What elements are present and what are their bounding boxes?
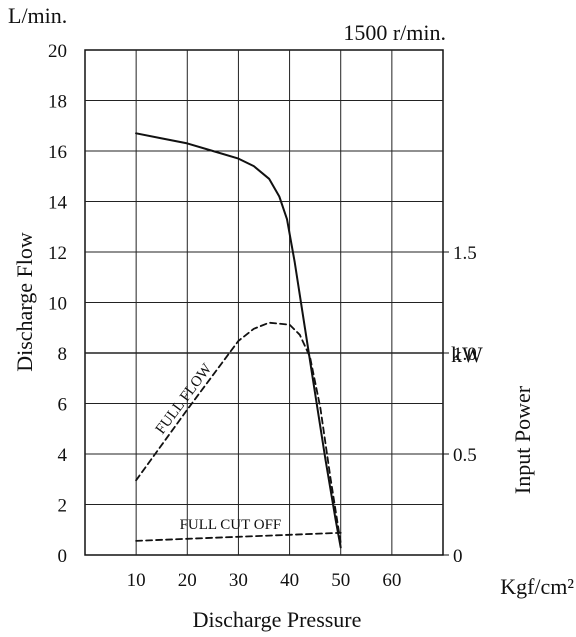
curve-label-full-flow: FULL FLOW bbox=[153, 360, 216, 437]
x-tick-label: 50 bbox=[331, 570, 350, 591]
text-layer: L/min. 1500 r/min. Discharge Flow kW Inp… bbox=[8, 3, 574, 632]
series-line-full-cut-off bbox=[135, 531, 342, 542]
tick-labels: 0 2 4 6 8 10 12 14 16 18 20 10 20 30 40 50 60 0 0.5 1.0 1.5 bbox=[48, 41, 477, 591]
curve-label-full-cut-off: FULL CUT OFF bbox=[180, 517, 282, 533]
y-tick-label: 10 bbox=[48, 294, 67, 315]
y2-tick-label: 1.0 bbox=[453, 344, 477, 365]
y-tick-label: 6 bbox=[58, 395, 68, 416]
y-tick-label: 0 bbox=[58, 546, 68, 567]
y-axis-title: Discharge Flow bbox=[12, 232, 37, 372]
y-unit-label: L/min. bbox=[8, 3, 67, 28]
grid bbox=[84, 49, 449, 556]
y-tick-label: 2 bbox=[58, 496, 68, 517]
speed-annotation: 1500 r/min. bbox=[343, 20, 446, 45]
y2-tick-label: 0 bbox=[453, 546, 463, 567]
y-tick-label: 20 bbox=[48, 41, 67, 62]
x-axis-title: Discharge Pressure bbox=[193, 607, 362, 632]
y-tick-label: 18 bbox=[48, 92, 67, 113]
x-tick-label: 10 bbox=[127, 570, 146, 591]
series-line-flow bbox=[135, 132, 342, 549]
y2-tick-label: 1.5 bbox=[453, 243, 477, 264]
y-tick-label: 16 bbox=[48, 142, 67, 163]
y2-axis-title: Input Power bbox=[510, 385, 535, 494]
y-tick-label: 12 bbox=[48, 243, 67, 264]
x-unit-label: Kgf/cm² bbox=[500, 574, 574, 599]
x-tick-label: 40 bbox=[280, 570, 299, 591]
x-tick-label: 30 bbox=[229, 570, 248, 591]
x-tick-label: 20 bbox=[178, 570, 197, 591]
x-tick-label: 60 bbox=[382, 570, 401, 591]
y-tick-label: 4 bbox=[58, 445, 68, 466]
y2-unit-label: kW bbox=[451, 342, 483, 367]
y-tick-label: 14 bbox=[48, 193, 68, 214]
y2-tick-label: 0.5 bbox=[453, 445, 477, 466]
series-line-full-flow bbox=[135, 321, 342, 544]
y-tick-label: 8 bbox=[58, 344, 68, 365]
